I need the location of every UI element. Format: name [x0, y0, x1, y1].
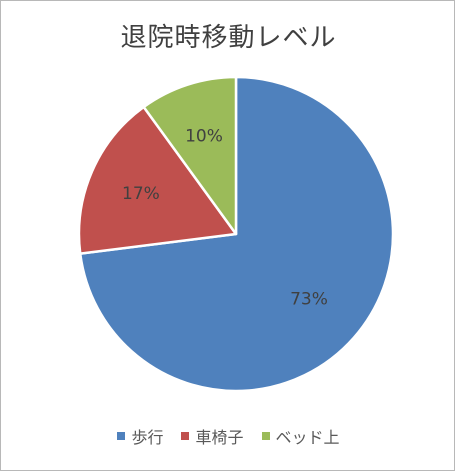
- data-label-bed: 10%: [185, 126, 223, 146]
- pie-slice-wheelchair: [77, 105, 238, 255]
- legend-label-wheelchair: 車椅子: [195, 428, 244, 447]
- pie-slices: [77, 75, 395, 393]
- chart-legend: 歩行 車椅子 ベッド上: [1, 424, 455, 448]
- legend-label-walking: 歩行: [131, 428, 164, 447]
- pie-data-labels: 73% 17% 10%: [122, 126, 328, 309]
- legend-item-wheelchair: 車椅子: [181, 424, 244, 448]
- legend-item-walking: 歩行: [117, 424, 163, 448]
- legend-label-bed: ベッド上: [275, 428, 340, 447]
- legend-item-bed: ベッド上: [261, 424, 340, 448]
- pie-slice-bed: [142, 75, 238, 236]
- legend-swatch-wheelchair: [181, 432, 190, 440]
- legend-swatch-walking: [117, 432, 126, 440]
- chart-title: 退院時移動レベル: [120, 23, 337, 53]
- legend-swatch-bed: [261, 432, 270, 440]
- data-label-wheelchair: 17%: [122, 184, 160, 204]
- data-label-walking: 73%: [290, 289, 328, 309]
